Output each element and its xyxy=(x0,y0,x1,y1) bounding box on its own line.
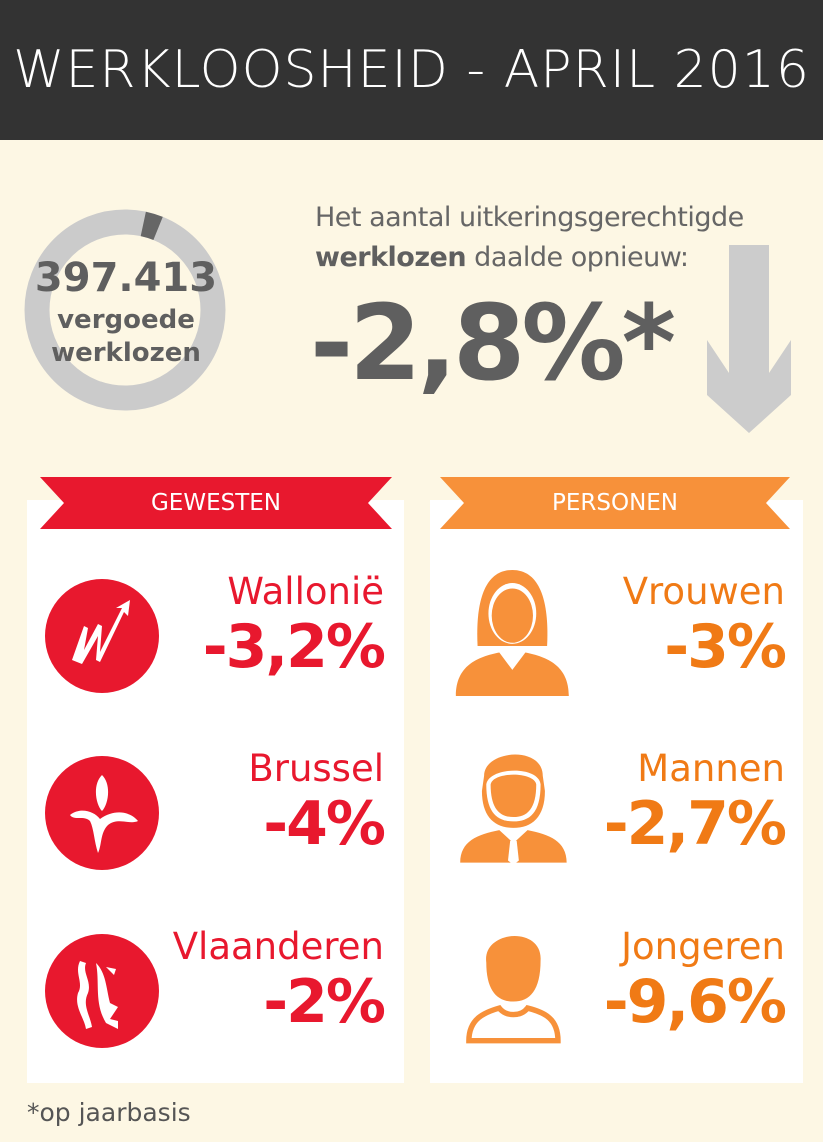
donut-track xyxy=(24,209,226,411)
arrow-down-icon xyxy=(707,245,791,433)
region-value: -3,2% xyxy=(202,612,386,682)
man-icon xyxy=(460,754,567,865)
page-title: WERKLOOSHEID - APRIL 2016 xyxy=(0,0,823,140)
donut-chart xyxy=(24,209,226,411)
region-name: Wallonië xyxy=(227,570,384,613)
person-value: -3% xyxy=(664,612,787,682)
person-name: Vrouwen xyxy=(622,570,785,613)
footnote: *op jaarbasis xyxy=(27,1098,191,1127)
count-label-2: werklozen xyxy=(51,338,201,368)
person-name: Mannen xyxy=(637,747,785,790)
region-row-flanders: Vlaanderen -2% xyxy=(44,925,386,1055)
person-row-men: Mannen -2,7% xyxy=(445,747,787,877)
brussels-iris-icon xyxy=(45,756,159,870)
woman-icon xyxy=(455,570,569,696)
overall-change: -2,8%* xyxy=(310,282,676,404)
region-value: -2% xyxy=(263,967,386,1037)
region-row-brussels: Brussel -4% xyxy=(44,747,386,877)
region-name: Brussel xyxy=(248,747,384,790)
persons-ribbon: PERSONEN xyxy=(440,477,790,529)
unemployed-count: 397.413 xyxy=(34,255,218,301)
region-row-wallonia: Wallonië -3,2% xyxy=(44,570,386,700)
region-value: -4% xyxy=(263,789,386,859)
person-value: -2,7% xyxy=(603,789,787,859)
count-label-1: vergoede xyxy=(57,305,195,335)
region-name: Vlaanderen xyxy=(172,925,384,968)
wallonia-rooster-icon xyxy=(45,579,159,693)
regions-ribbon: GEWESTEN xyxy=(40,477,392,529)
donut-highlight-segment xyxy=(140,211,163,241)
person-name: Jongeren xyxy=(621,925,785,968)
person-row-women: Vrouwen -3% xyxy=(445,570,787,700)
person-row-youth: Jongeren -9,6% xyxy=(445,925,787,1055)
intro-text: Het aantal uitkeringsgerechtigde werkloze… xyxy=(315,202,744,273)
youth-icon xyxy=(466,936,561,1044)
flanders-lion-icon xyxy=(45,934,159,1048)
person-value: -9,6% xyxy=(603,967,787,1037)
